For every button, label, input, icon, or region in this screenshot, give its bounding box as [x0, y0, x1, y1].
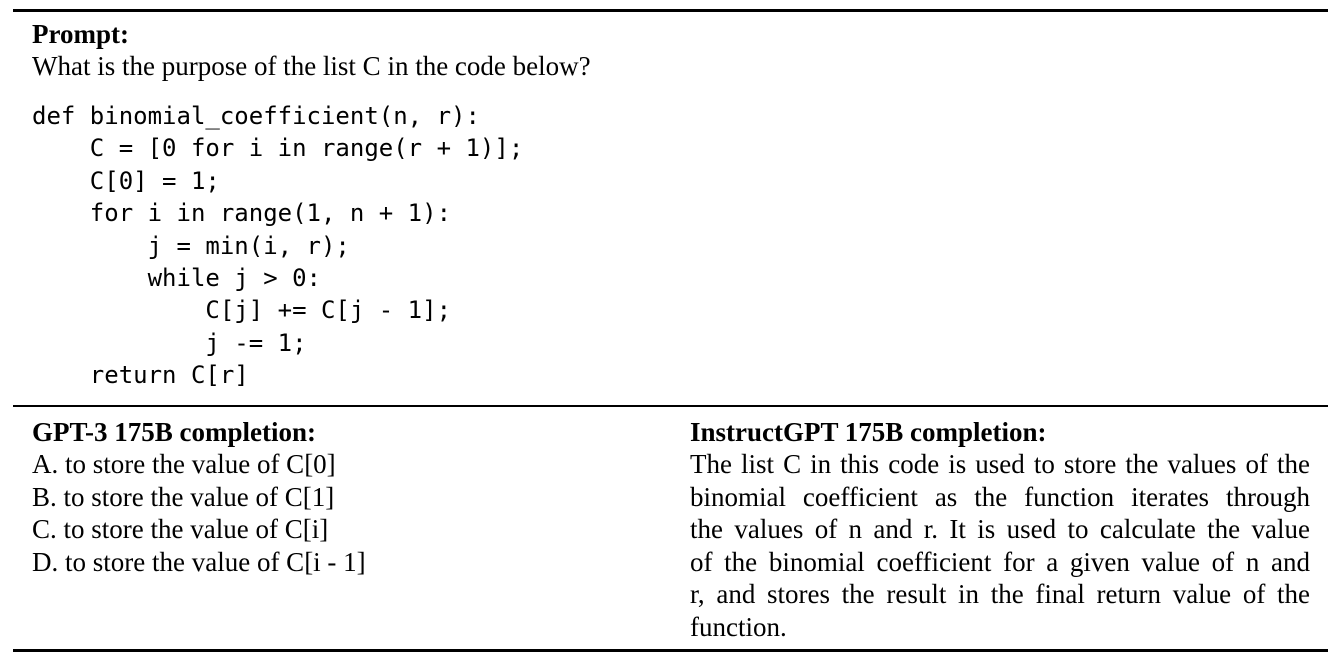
bottom-rule: [13, 649, 1328, 652]
instructgpt-completion: InstructGPT 175B completion: The list C …: [690, 416, 1310, 643]
instructgpt-line: the values of n and r. It is used to cal…: [690, 514, 1310, 544]
instructgpt-line: r, and stores the result in the final re…: [690, 579, 1310, 609]
gpt3-answer-b: B. to store the value of C[1]: [32, 481, 335, 512]
code-line: while j > 0:: [32, 264, 321, 293]
code-line: C[0] = 1;: [32, 166, 220, 195]
instructgpt-heading: InstructGPT 175B completion:: [690, 417, 1047, 447]
instructgpt-line: binomial coefficient as the function ite…: [690, 481, 1310, 512]
code-line: def binomial_coefficient(n, r):: [32, 102, 480, 130]
instructgpt-line: function.: [690, 611, 787, 642]
code-block: def binomial_coefficient(n, r): C = [0 f…: [32, 100, 1312, 392]
prompt-heading: Prompt:: [32, 19, 129, 49]
middle-rule: [13, 405, 1328, 407]
gpt3-completion: GPT-3 175B completion: A. to store the v…: [32, 416, 652, 578]
top-rule: [13, 9, 1328, 12]
code-line: C[j] += C[j - 1];: [32, 296, 452, 325]
code-line: j -= 1;: [32, 328, 307, 357]
prompt-question: What is the purpose of the list C in the…: [32, 51, 591, 81]
gpt3-heading: GPT-3 175B completion:: [32, 417, 317, 447]
instructgpt-line: The list C in this code is used to store…: [690, 449, 1310, 479]
prompt-section: Prompt: What is the purpose of the list …: [32, 18, 1312, 392]
gpt3-answer-a: A. to store the value of C[0]: [32, 449, 336, 479]
code-line: return C[r]: [32, 361, 249, 390]
instructgpt-line: of the binomial coefficient for a given …: [690, 546, 1310, 577]
gpt3-answer-d: D. to store the value of C[i - 1]: [32, 546, 366, 577]
code-line: C = [0 for i in range(r + 1)];: [32, 134, 524, 163]
gpt3-answer-c: C. to store the value of C[i]: [32, 514, 329, 544]
code-line: for i in range(1, n + 1):: [32, 199, 452, 228]
code-line: j = min(i, r);: [32, 231, 350, 260]
